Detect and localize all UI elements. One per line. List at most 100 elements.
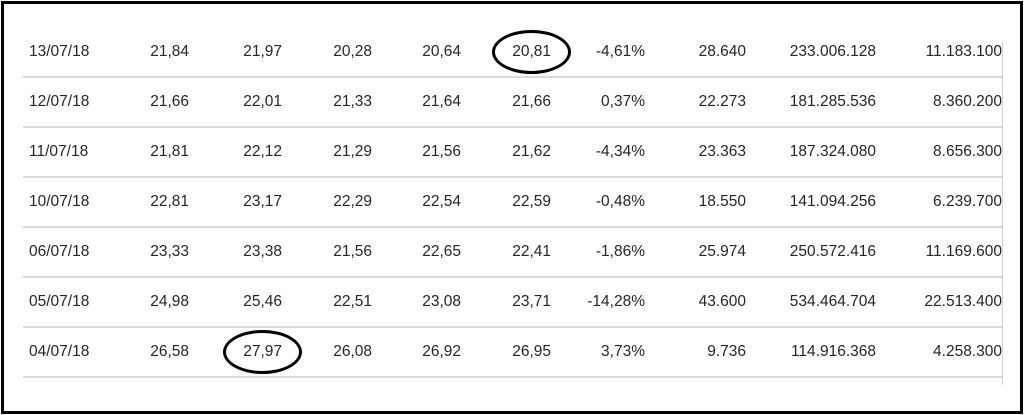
volume-cell: 250.572.416 [746,227,876,278]
open-cell: 22,81 [123,177,189,228]
cell-value: 21,33 [333,93,372,110]
date-cell: 13/07/18 [23,28,123,78]
cell-value: 22,65 [422,243,461,260]
low-cell: 20,28 [282,28,372,78]
circled-value: 20,81 [492,30,571,74]
cell-value: 22.513.400 [924,293,1002,310]
open-cell: 21,81 [123,127,189,178]
volume-cell: 233.006.128 [746,28,876,78]
avg-cell: 21,56 [372,127,461,178]
cell-value: 187.324.080 [789,143,876,160]
cell-value: 23,38 [243,243,282,260]
avg-cell: 26,92 [372,327,461,378]
cell-value: 22,29 [333,193,372,210]
variation-cell: 0,37% [551,77,645,128]
cell-value: 23,71 [512,293,551,310]
trades-cell: 18.550 [645,177,746,228]
table-row: 04/07/18 26,58 27,97 26,08 26,92 26,95 3,73% 9.… [23,327,1002,378]
low-cell: 22,51 [282,277,372,328]
high-cell: 23,38 [189,227,282,278]
cell-value: 25.974 [698,243,746,260]
cell-value: 25,46 [243,293,282,310]
cell-value: 250.572.416 [789,243,876,260]
cell-value: 141.094.256 [789,193,876,210]
variation-cell: -1,86% [551,227,645,278]
avg-cell: 21,64 [372,77,461,128]
high-cell: 27,97 [189,327,302,378]
trades-cell: 23.363 [645,127,746,178]
cell-value: 11.183.100 [925,43,1002,60]
cell-value: 12/07/18 [29,93,90,110]
cell-value: 3,73% [601,343,645,360]
cell-value: 11.169.600 [925,243,1002,260]
cell-value: 10/07/18 [29,193,90,210]
close-cell: 23,71 [461,277,551,328]
cell-value: 18.550 [698,193,746,210]
close-cell: 22,41 [461,227,551,278]
avg-cell: 23,08 [372,277,461,328]
cell-value: -4,61% [595,43,645,60]
cell-value: 23.363 [698,143,746,160]
close-cell: 21,66 [461,77,551,128]
cell-value: 22,01 [243,93,282,110]
quantity-cell: 22.513.400 [876,277,1002,328]
cell-value: 22,41 [512,243,551,260]
variation-cell: 3,73% [551,327,645,378]
close-cell: 22,59 [461,177,551,228]
cell-value: 43.600 [698,293,746,310]
open-cell: 26,58 [123,327,189,378]
cell-value: 06/07/18 [29,243,90,260]
trades-cell: 25.974 [645,227,746,278]
table-row: 10/07/18 22,81 23,17 22,29 22,54 22,59 -0,48% 1… [23,177,1002,228]
price-history-table: 13/07/18 21,84 21,97 20,28 20,64 20,81 -4,61% 2… [23,28,1002,378]
cell-value: 21,97 [243,43,282,60]
trades-cell: 43.600 [645,277,746,328]
cell-value: 21,56 [422,143,461,160]
cell-value: 233.006.128 [789,43,876,60]
cell-value: -1,86% [595,243,645,260]
low-cell: 21,56 [282,227,372,278]
date-cell: 05/07/18 [23,277,123,328]
open-cell: 21,84 [123,28,189,78]
cell-value: 13/07/18 [29,43,90,60]
volume-cell: 181.285.536 [746,77,876,128]
cell-value: 20,64 [422,43,461,60]
date-cell: 12/07/18 [23,77,123,128]
avg-cell: 20,64 [372,28,461,78]
high-cell: 21,97 [189,28,282,78]
quantity-cell: 11.169.600 [876,227,1002,278]
cell-value: 26,58 [150,343,189,360]
trades-cell: 28.640 [645,28,746,78]
table-row: 05/07/18 24,98 25,46 22,51 23,08 23,71 -14,28%… [23,277,1002,328]
cell-value: 534.464.704 [789,293,876,310]
cell-value: 0,37% [601,93,645,110]
table-row: 12/07/18 21,66 22,01 21,33 21,64 21,66 0,37% 22… [23,77,1002,128]
open-cell: 23,33 [123,227,189,278]
volume-cell: 534.464.704 [746,277,876,328]
cell-value: 6.239.700 [933,193,1002,210]
date-cell: 06/07/18 [23,227,123,278]
open-cell: 21,66 [123,77,189,128]
high-cell: 22,12 [189,127,282,178]
close-cell: 20,81 [461,28,571,78]
cell-value: 26,92 [422,343,461,360]
high-cell: 23,17 [189,177,282,228]
cell-value: 4.258.300 [933,343,1002,360]
volume-cell: 141.094.256 [746,177,876,228]
cell-value: 181.285.536 [789,93,876,110]
cell-value: 20,28 [333,43,372,60]
cell-value: -14,28% [587,293,645,310]
cell-value: 114.916.368 [790,343,876,360]
cell-value: 22,81 [150,193,189,210]
cell-value: 24,98 [150,293,189,310]
cell-value: 21,81 [150,143,189,160]
quantity-cell: 8.360.200 [876,77,1002,128]
cell-value: 9.736 [707,343,746,360]
cell-value: 22,51 [333,293,372,310]
close-cell: 26,95 [461,327,551,378]
cell-value: 21,62 [512,143,551,160]
high-cell: 25,46 [189,277,282,328]
quantity-cell: 4.258.300 [876,327,1002,378]
avg-cell: 22,54 [372,177,461,228]
